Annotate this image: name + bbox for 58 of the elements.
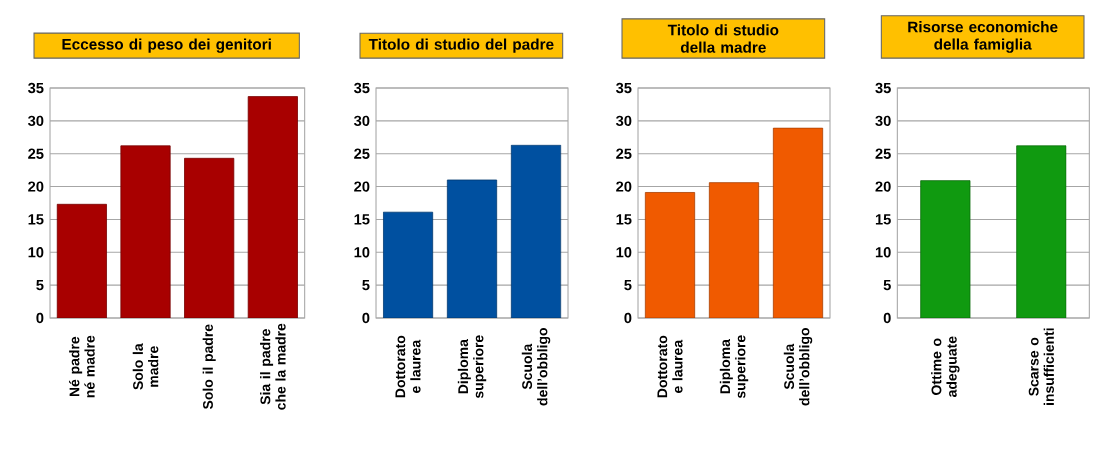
y-tick-label: 15 (28, 214, 44, 225)
y-tick-label: 25 (28, 148, 44, 159)
x-tick-label: Dottorato e laurea (395, 335, 421, 398)
bar (184, 158, 234, 318)
y-tick-label: 35 (353, 82, 370, 94)
y-tick-label: 35 (615, 82, 632, 94)
bar (57, 204, 107, 318)
y-tick-label: 0 (362, 312, 370, 324)
bar (772, 127, 824, 318)
y-tick-label: 0 (36, 312, 44, 324)
y-tick-label: 30 (353, 115, 370, 127)
x-tick-label: Dottorato e laurea (657, 335, 683, 398)
bar (120, 145, 171, 318)
x-tick-label: Diploma superiore (457, 335, 487, 399)
y-tick-label: 20 (28, 181, 44, 192)
y-tick-label: 20 (354, 181, 370, 192)
x-tick-label: Solo il padre (202, 324, 216, 410)
y-tick-label: 30 (615, 115, 632, 127)
x-tick-label: Diploma superiore (719, 335, 749, 399)
y-tick-label: 15 (354, 214, 370, 225)
chart-title: Titolo di studio della madre (667, 24, 779, 53)
bar (510, 144, 562, 318)
y-tick-label: 5 (362, 280, 370, 291)
x-tick-label: Scuola dell’obbligo (783, 327, 813, 406)
chart-title: Eccesso di peso dei genitori (62, 38, 271, 53)
bar (645, 192, 695, 318)
chart-title: Titolo di studio del padre (368, 38, 554, 53)
y-tick-label: 35 (875, 82, 891, 94)
y-tick-label: 30 (875, 115, 891, 127)
y-tick-label: 20 (875, 181, 891, 192)
bar (383, 212, 433, 318)
bar (447, 180, 497, 318)
y-tick-label: 0 (883, 312, 891, 324)
y-tick-label: 5 (624, 280, 632, 291)
y-tick-label: 35 (27, 82, 44, 94)
y-tick-label: 15 (875, 214, 891, 225)
chart-title: Risorse economiche della famiglia (908, 21, 1058, 53)
x-tick-label: Né padre né madre (68, 335, 95, 398)
x-tick-label: Ottime o adeguate (931, 336, 960, 398)
y-tick-label: 0 (624, 312, 632, 324)
x-tick-label: Scarse o insufficienti (1028, 328, 1054, 405)
y-tick-label: 10 (616, 247, 632, 258)
bar (709, 182, 759, 318)
x-tick-label: Scuola dell’obbligo (521, 327, 551, 406)
x-tick-label: Sia il padre che la madre (260, 323, 286, 410)
y-tick-label: 30 (27, 115, 44, 127)
y-tick-label: 10 (354, 247, 370, 258)
y-tick-label: 10 (28, 247, 44, 258)
y-tick-label: 10 (875, 247, 891, 258)
y-tick-label: 25 (616, 148, 632, 159)
y-tick-label: 25 (354, 148, 370, 159)
bar (247, 96, 298, 318)
y-tick-label: 20 (616, 181, 632, 192)
y-tick-label: 5 (36, 280, 44, 291)
x-tick-label: Solo la madre (132, 343, 159, 390)
y-tick-label: 25 (875, 148, 891, 159)
y-tick-label: 5 (883, 280, 891, 291)
y-tick-label: 15 (616, 214, 632, 225)
